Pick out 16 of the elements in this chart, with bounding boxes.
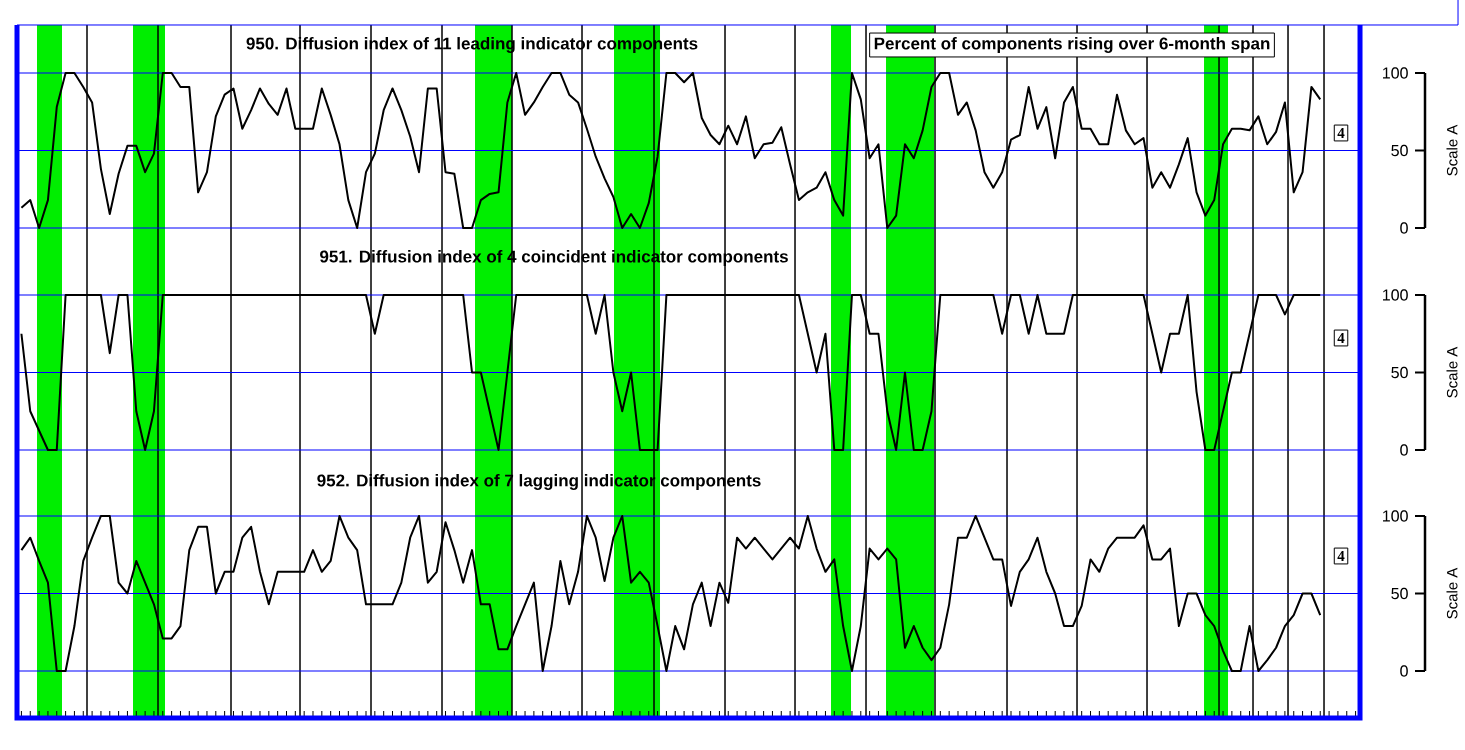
chart-subtitle: Percent of components rising over 6-month span [874,37,1270,53]
annotation: 4 [1337,333,1345,343]
y-tick-label: 50 [1391,144,1408,157]
annotation: 4 [1337,128,1345,138]
y-tick-label: 0 [1400,444,1408,456]
y-axis-title: Scale A [1446,124,1458,176]
y-axis-title: Scale A [1446,346,1458,398]
y-axis-title: Scale A [1446,567,1458,619]
y-tick-label: 0 [1400,665,1408,677]
y-tick-label: 100 [1383,510,1408,522]
y-tick-label: 100 [1383,67,1408,79]
y-tick-label: 100 [1383,289,1408,301]
y-tick-label: 50 [1391,366,1408,379]
annotation: 4 [1337,551,1345,561]
y-tick-label: 0 [1400,222,1408,234]
y-tick-label: 50 [1391,587,1408,600]
